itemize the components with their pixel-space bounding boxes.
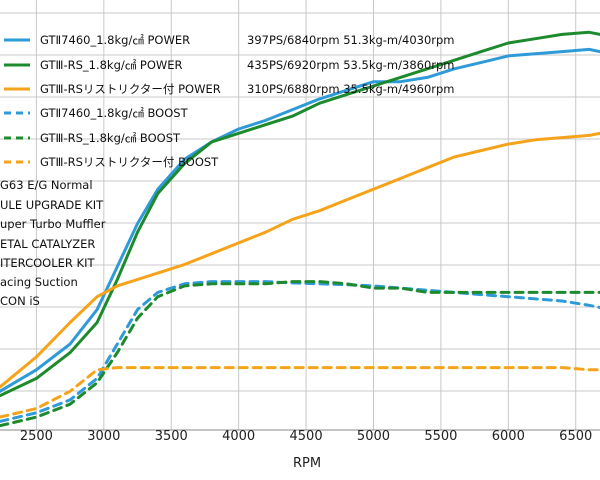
modification-item: ITERCOOLER KIT [0,256,95,270]
series-line-6 [0,366,600,419]
x-axis-ticks: 2500 3000 3500 4000 4500 5000 5500 6000 6500 [20,429,592,444]
modification-item: ETAL CATALYZER [0,237,95,251]
series-line-5 [0,280,600,428]
legend-stat-1: 397PS/6840rpm 51.3kg-m/4030rpm [247,33,455,47]
x-tick-label: 5500 [424,429,457,444]
legend-label-4: GTⅡ7460_1.8kg/㎠ BOOST [40,106,189,120]
modification-item: uper Turbo Muffler [0,217,106,231]
series-lines [0,30,600,428]
gridlines [0,0,600,431]
modification-item: G63 E/G Normal [0,178,93,192]
x-tick-label: 3000 [87,429,120,444]
legend-label-6: GTⅢ-RSリストリクター付 BOOST [40,155,219,169]
x-tick-label: 4000 [222,429,255,444]
modification-item: acing Suction [0,275,78,289]
legend-stat-2: 435PS/6920rpm 53.5kg-m/3860rpm [247,58,455,72]
x-tick-label: 4500 [290,429,323,444]
series-line-1 [0,47,600,393]
x-axis-title: RPM [293,456,321,471]
x-tick-label: 5000 [357,429,390,444]
legend-label-5: GTⅢ-RS_1.8kg/㎠ BOOST [40,131,181,145]
modification-list: G63 E/G Normal ULE UPGRADE KIT uper Turbo … [0,178,106,308]
legend-label-1: GTⅡ7460_1.8kg/㎠ POWER [40,33,190,47]
x-tick-label: 3500 [155,429,188,444]
modification-item: CON iS [0,294,40,308]
legend-label-3: GTⅢ-RSリストリクター付 POWER [40,82,221,96]
x-tick-label: 6500 [559,429,592,444]
series-line-4 [0,280,600,423]
legend-stat-3: 310PS/6880rpm 35.5kg-m/4960rpm [247,82,455,96]
x-tick-label: 6000 [492,429,525,444]
legend-label-2: GTⅢ-RS_1.8kg/㎠ POWER [40,58,183,72]
series-line-3 [0,131,600,389]
legend: GTⅡ7460_1.8kg/㎠ POWER 397PS/6840rpm 51.3k… [4,33,455,169]
x-tick-label: 2500 [20,429,53,444]
modification-item: ULE UPGRADE KIT [0,198,104,212]
